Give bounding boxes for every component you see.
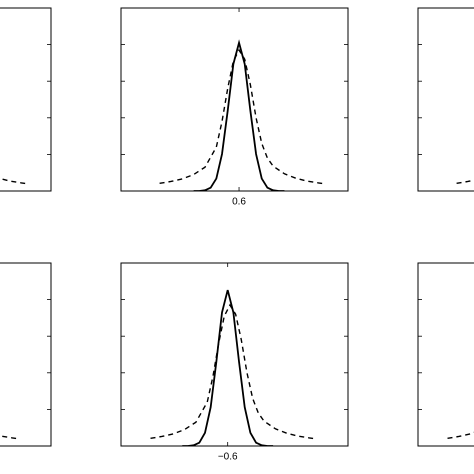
plot-area xyxy=(0,177,28,185)
density-line xyxy=(159,48,325,185)
panel xyxy=(0,7,52,192)
axes-box xyxy=(417,7,474,192)
plot-area xyxy=(0,435,19,440)
density-line xyxy=(150,303,316,440)
plot-area xyxy=(159,39,325,191)
plot-area xyxy=(447,431,474,440)
panel xyxy=(0,262,52,447)
axes-box xyxy=(120,7,349,192)
axes-box xyxy=(0,7,52,192)
density-line xyxy=(193,39,285,191)
panel: −0.6 xyxy=(120,262,349,463)
density-line xyxy=(0,435,19,440)
panel xyxy=(417,262,474,447)
x-tick-label: −0.6 xyxy=(218,452,238,463)
x-tick-label: 0.6 xyxy=(232,197,246,208)
panel xyxy=(417,7,474,192)
plot-area xyxy=(456,179,474,185)
density-line xyxy=(0,177,28,185)
density-line xyxy=(447,431,474,440)
axes-box xyxy=(0,262,52,447)
axes-box xyxy=(417,262,474,447)
density-line xyxy=(456,179,474,185)
plot-area xyxy=(150,289,316,446)
axes-box xyxy=(120,262,349,447)
panel: 0.6 xyxy=(120,7,349,208)
density-line xyxy=(182,289,274,446)
